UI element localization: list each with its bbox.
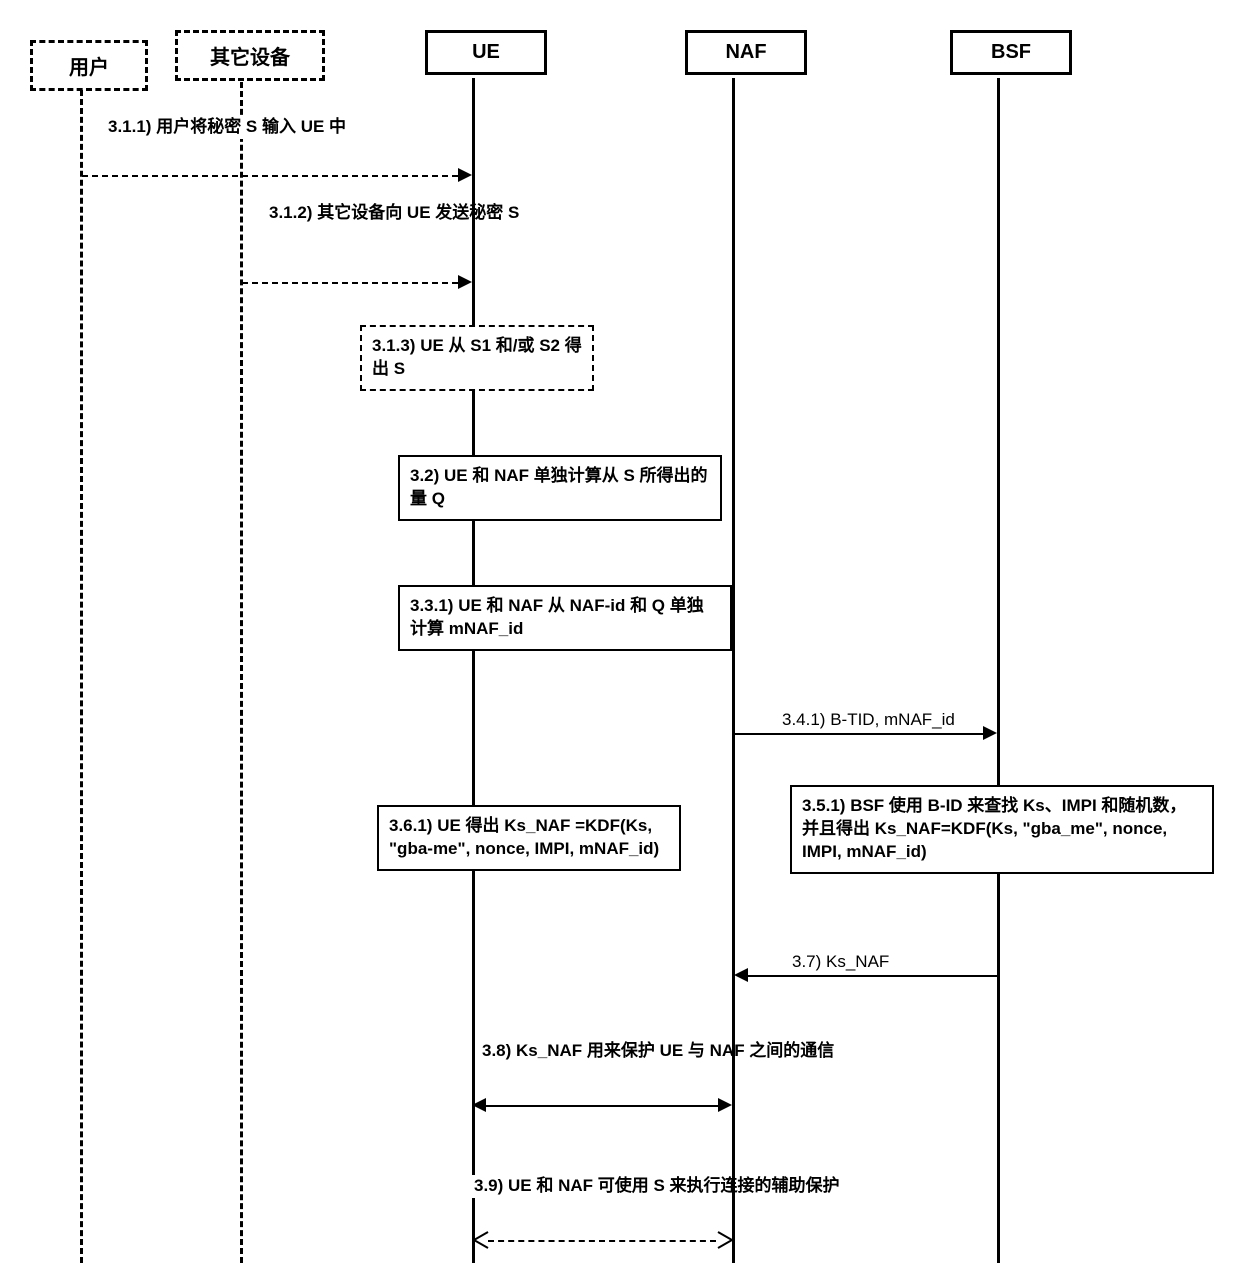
participant-label: NAF xyxy=(725,41,766,63)
participant-other: 其它设备 xyxy=(175,30,325,81)
note-text: 3.1.3) UE 从 S1 和/或 S2 得出 S xyxy=(372,336,582,378)
msg-312-line xyxy=(242,282,458,284)
msg-341-line xyxy=(734,733,983,735)
lifeline-other xyxy=(240,82,243,1263)
msg-39-line xyxy=(488,1240,716,1242)
note-text: 3.6.1) UE 得出 Ks_NAF =KDF(Ks, "gba-me", n… xyxy=(389,816,659,858)
participant-label: BSF xyxy=(991,41,1031,63)
msg-312-arrowhead xyxy=(458,275,472,289)
msg-38-arrowhead-left xyxy=(472,1098,486,1112)
note-331: 3.3.1) UE 和 NAF 从 NAF-id 和 Q 单独计算 mNAF_i… xyxy=(398,585,732,651)
participant-ue: UE xyxy=(425,30,547,75)
sequence-diagram: 用户 其它设备 UE NAF BSF 3.1.1) 用户将秘密 S 输入 UE … xyxy=(20,20,1220,1263)
msg-39-label: 3.9) UE 和 NAF 可使用 S 来执行连接的辅助保护 xyxy=(472,1175,726,1198)
msg-38-label: 3.8) Ks_NAF 用来保护 UE 与 NAF 之间的通信 xyxy=(480,1040,704,1063)
participant-naf: NAF xyxy=(685,30,807,75)
lifeline-user xyxy=(80,90,83,1263)
lifeline-bsf xyxy=(997,78,1000,1263)
participant-bsf: BSF xyxy=(950,30,1072,75)
note-text: 3.5.1) BSF 使用 B-ID 来查找 Ks、IMPI 和随机数，并且得出… xyxy=(802,796,1186,861)
note-text: 3.2) UE 和 NAF 单独计算从 S 所得出的量 Q xyxy=(410,466,708,508)
msg-38-line xyxy=(486,1105,718,1107)
msg-311-line xyxy=(82,175,458,177)
msg-39-arrowhead-right xyxy=(716,1231,734,1249)
msg-37-line xyxy=(748,975,997,977)
note-32: 3.2) UE 和 NAF 单独计算从 S 所得出的量 Q xyxy=(398,455,722,521)
participant-label: 用户 xyxy=(69,57,109,79)
msg-341-label: 3.4.1) B-TID, mNAF_id xyxy=(780,710,957,730)
participant-label: UE xyxy=(472,41,500,63)
lifeline-naf xyxy=(732,78,735,1263)
msg-312-label: 3.1.2) 其它设备向 UE 发送秘密 S xyxy=(267,202,406,225)
msg-37-label: 3.7) Ks_NAF xyxy=(790,952,891,972)
msg-311-arrowhead xyxy=(458,168,472,182)
msg-37-arrowhead xyxy=(734,968,748,982)
msg-341-arrowhead xyxy=(983,726,997,740)
msg-38-arrowhead-right xyxy=(718,1098,732,1112)
msg-311-label: 3.1.1) 用户将秘密 S 输入 UE 中 xyxy=(106,116,285,139)
note-361: 3.6.1) UE 得出 Ks_NAF =KDF(Ks, "gba-me", n… xyxy=(377,805,681,871)
participant-label: 其它设备 xyxy=(210,47,290,69)
lifeline-ue xyxy=(472,78,475,1263)
msg-39-arrowhead-left xyxy=(472,1231,490,1249)
note-text: 3.3.1) UE 和 NAF 从 NAF-id 和 Q 单独计算 mNAF_i… xyxy=(410,596,704,638)
note-313: 3.1.3) UE 从 S1 和/或 S2 得出 S xyxy=(360,325,594,391)
participant-user: 用户 xyxy=(30,40,148,91)
note-351: 3.5.1) BSF 使用 B-ID 来查找 Ks、IMPI 和随机数，并且得出… xyxy=(790,785,1214,874)
